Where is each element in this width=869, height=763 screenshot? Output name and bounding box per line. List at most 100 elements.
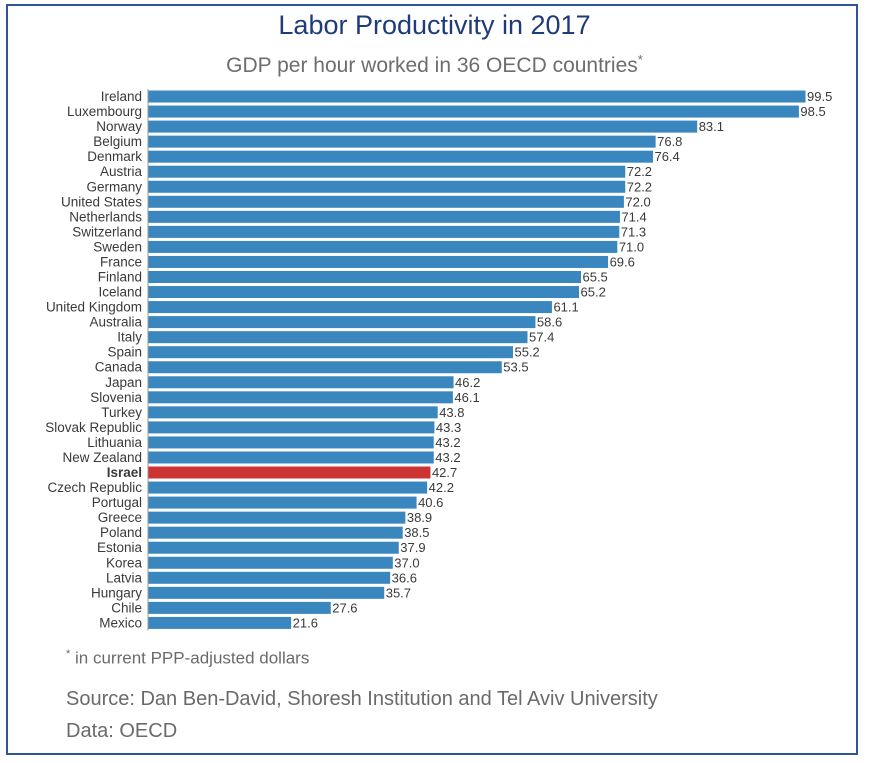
value-label: 99.5 [807, 89, 832, 104]
category-label: Ireland [101, 89, 142, 104]
category-label: Australia [89, 315, 142, 330]
value-label: 38.9 [407, 510, 432, 525]
bar [148, 526, 403, 539]
bar [148, 180, 626, 193]
category-label: Turkey [101, 405, 142, 420]
category-label: Japan [105, 375, 142, 390]
value-label: 71.0 [619, 239, 644, 254]
value-label: 65.5 [582, 270, 607, 285]
bar [148, 571, 391, 584]
footnote-text: in current PPP-adjusted dollars [70, 648, 310, 668]
value-label: 76.4 [654, 149, 679, 164]
category-label: United States [61, 194, 142, 209]
bar [148, 240, 618, 253]
value-label: 43.3 [436, 420, 461, 435]
category-label: France [100, 254, 142, 269]
value-label: 58.6 [537, 315, 562, 330]
bar [148, 301, 552, 314]
chart-subtitle: GDP per hour worked in 36 OECD countries… [0, 52, 869, 78]
bar [148, 225, 620, 238]
category-label: United Kingdom [46, 300, 142, 315]
value-label: 43.8 [439, 405, 464, 420]
category-label: Austria [100, 164, 143, 179]
value-label: 69.6 [610, 254, 635, 269]
bar [148, 586, 385, 599]
bar [148, 286, 580, 299]
category-label: New Zealand [62, 450, 142, 465]
bar [148, 255, 609, 268]
value-label: 27.6 [332, 600, 357, 615]
value-label: 46.1 [454, 390, 479, 405]
bar [148, 391, 453, 404]
bar [148, 90, 806, 103]
bar [148, 331, 528, 344]
category-label: Lithuania [87, 435, 142, 450]
category-label: Italy [117, 330, 142, 345]
bar [148, 135, 656, 148]
value-label: 72.2 [627, 179, 652, 194]
category-label: Czech Republic [47, 480, 142, 495]
value-label: 38.5 [404, 525, 429, 540]
bar [148, 346, 513, 359]
source-credit: Source: Dan Ben-David, Shoresh Instituti… [66, 688, 658, 710]
data-credit: Data: OECD [66, 720, 178, 742]
value-label: 53.5 [503, 360, 528, 375]
category-label: Denmark [87, 149, 142, 164]
category-label: Spain [107, 345, 142, 360]
footnote-marker: * [66, 648, 71, 660]
category-label: Portugal [92, 495, 142, 510]
value-label: 43.2 [435, 450, 460, 465]
category-label: Switzerland [72, 224, 142, 239]
category-label: Estonia [97, 540, 143, 555]
category-label: Poland [100, 525, 142, 540]
subtitle-footnote-marker: * [637, 52, 643, 67]
bar [148, 451, 434, 464]
bar [148, 406, 438, 419]
category-label: Netherlands [69, 209, 142, 224]
category-label: Slovenia [90, 390, 142, 405]
category-label: Germany [86, 179, 142, 194]
category-label: Korea [106, 555, 143, 570]
value-label: 43.2 [435, 435, 460, 450]
bar [148, 421, 435, 434]
bar [148, 120, 698, 133]
bar [148, 436, 434, 449]
category-label: Chile [111, 600, 142, 615]
category-label: Norway [96, 119, 142, 134]
bar [148, 105, 799, 118]
value-label: 57.4 [529, 330, 554, 345]
value-label: 83.1 [699, 119, 724, 134]
bar [148, 511, 406, 524]
value-label: 61.1 [553, 300, 578, 315]
value-label: 71.4 [621, 209, 646, 224]
category-label: Israel [107, 465, 142, 480]
bar [148, 165, 626, 178]
value-label: 37.0 [394, 555, 419, 570]
value-label: 72.0 [625, 194, 650, 209]
value-label: 65.2 [581, 285, 606, 300]
category-label: Slovak Republic [45, 420, 142, 435]
category-label: Luxembourg [67, 104, 142, 119]
category-label: Sweden [93, 239, 142, 254]
subtitle-text: GDP per hour worked in 36 OECD countries [226, 54, 638, 77]
bar [148, 616, 292, 629]
value-label: 42.2 [429, 480, 454, 495]
bar [148, 481, 428, 494]
value-label: 42.7 [432, 465, 457, 480]
category-label: Latvia [106, 570, 143, 585]
category-label: Mexico [99, 615, 142, 630]
value-label: 40.6 [418, 495, 443, 510]
value-label: 37.9 [400, 540, 425, 555]
value-label: 55.2 [514, 345, 539, 360]
bar [148, 271, 581, 283]
bar [148, 376, 454, 389]
bar [148, 210, 620, 223]
bar [148, 541, 399, 554]
bar [148, 195, 624, 208]
category-label: Greece [98, 510, 142, 525]
bar [148, 316, 536, 329]
category-label: Hungary [91, 585, 142, 600]
bar-highlight [148, 466, 431, 479]
bar [148, 496, 417, 509]
